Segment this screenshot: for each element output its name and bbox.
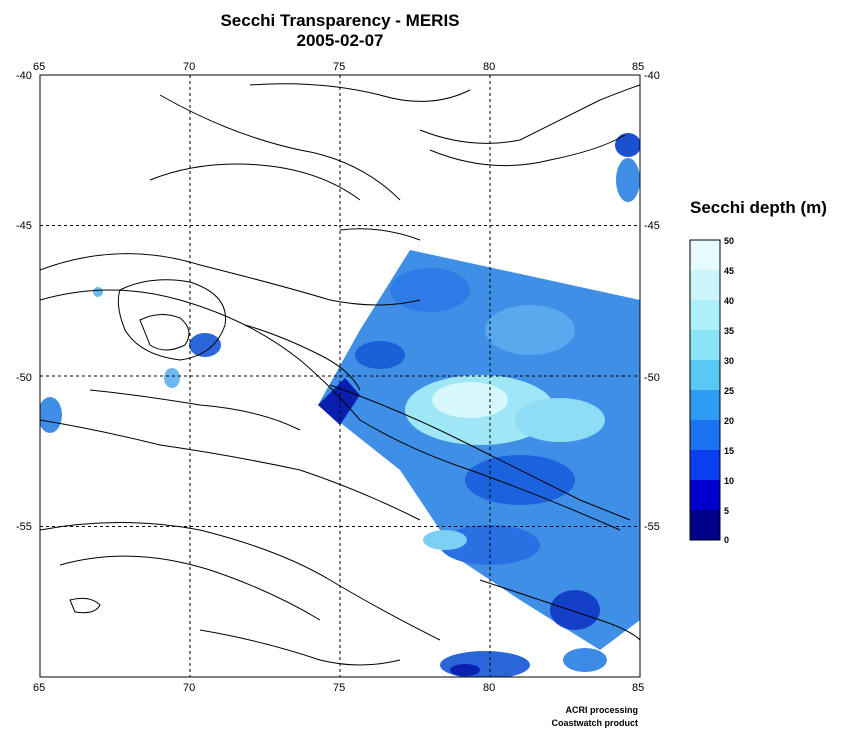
contour-line — [339, 228, 421, 241]
contour-line — [89, 389, 301, 431]
colorbar-frame — [689, 239, 721, 541]
swath-dark-patch — [465, 455, 575, 505]
colorbar-segment-0 — [690, 510, 720, 540]
contour-line — [329, 384, 631, 521]
swath-dark-edge — [318, 378, 360, 425]
swath-light-patch — [515, 398, 605, 442]
contour-line — [59, 555, 321, 621]
swath-light-core — [432, 382, 508, 418]
colorbar-tick-15: 15 — [724, 446, 735, 456]
swath-dark-patch — [615, 133, 640, 157]
contour-line — [429, 134, 626, 167]
contour-line — [40, 253, 421, 306]
colorbar-tick-35: 35 — [724, 326, 735, 336]
swath-dark-patch — [550, 590, 600, 630]
lat-tick-right-40: -40 — [644, 70, 660, 82]
contour-line — [149, 163, 361, 201]
colorbar-tick-10: 10 — [724, 476, 735, 486]
colorbar-tick-0: 0 — [724, 535, 730, 545]
colorbar-segment-6 — [690, 330, 720, 360]
lat-tick-left-45: -45 — [16, 220, 32, 232]
colorbar-segment-4 — [690, 390, 720, 420]
swath-mid-patch — [563, 648, 607, 672]
contour-line — [40, 419, 421, 521]
lon-tick-bottom-75: 75 — [333, 682, 346, 694]
colorbar-segment-8 — [690, 270, 720, 300]
lat-tick-left-50: -50 — [16, 372, 32, 384]
colorbar-tick-20: 20 — [724, 416, 735, 426]
lon-tick-bottom-70: 70 — [183, 682, 196, 694]
contour-line — [139, 314, 190, 351]
lat-tick-right-50: -50 — [644, 372, 660, 384]
contour-line — [159, 94, 401, 201]
swath-mid-patch — [40, 397, 62, 433]
swath-dark-patch — [450, 664, 480, 676]
colorbar-segment-9 — [690, 240, 720, 270]
colorbar-segment-2 — [690, 450, 720, 480]
colorbar-segment-1 — [690, 480, 720, 510]
contour-line — [419, 84, 640, 144]
map-title: Secchi Transparency - MERIS — [220, 11, 460, 30]
lon-tick-top-85: 85 — [632, 61, 645, 73]
contour-line — [117, 279, 227, 361]
colorbar-segment-5 — [690, 360, 720, 390]
lat-tick-left-55: -55 — [16, 521, 32, 533]
swath-light-patch — [164, 368, 180, 388]
colorbar-title: Secchi depth (m) — [690, 198, 827, 217]
colorbar-tick-5: 5 — [724, 506, 730, 516]
lon-tick-top-75: 75 — [333, 61, 346, 73]
colorbar-tick-25: 25 — [724, 386, 735, 396]
swath-light-patch — [93, 287, 103, 297]
swath-dark-patch — [355, 341, 405, 369]
contour-line — [199, 629, 401, 666]
colorbar-segment-7 — [690, 300, 720, 330]
credit-product: Coastwatch product — [551, 718, 638, 728]
contour-line — [244, 324, 361, 391]
lon-tick-top-80: 80 — [483, 61, 496, 73]
plot-frame — [39, 74, 641, 678]
map-date: 2005-02-07 — [296, 31, 384, 50]
lat-tick-left-40: -40 — [16, 70, 32, 82]
colorbar-segment-3 — [690, 420, 720, 450]
contour-line — [479, 579, 640, 641]
bathymetry-contours — [40, 83, 640, 666]
contour-line — [249, 83, 471, 102]
contour-line — [69, 597, 101, 614]
lon-tick-bottom-65: 65 — [33, 682, 46, 694]
credit-processing: ACRI processing — [565, 705, 638, 715]
lon-tick-top-70: 70 — [183, 61, 196, 73]
colorbar — [689, 239, 721, 541]
lon-tick-bottom-85: 85 — [632, 682, 645, 694]
lat-tick-right-55: -55 — [644, 521, 660, 533]
swath-light-patch — [423, 530, 467, 550]
swath-mid-patch — [189, 333, 221, 357]
swath-mid-patch — [616, 158, 640, 202]
contour-line — [40, 289, 621, 531]
colorbar-tick-50: 50 — [724, 236, 735, 246]
colorbar-tick-40: 40 — [724, 296, 735, 306]
lon-tick-bottom-80: 80 — [483, 682, 496, 694]
contour-line — [40, 522, 441, 641]
lon-tick-top-65: 65 — [33, 61, 46, 73]
swath-mid-patch — [440, 651, 530, 677]
swath-mid-patch — [485, 305, 575, 355]
colorbar-tick-45: 45 — [724, 266, 735, 276]
colorbar-tick-30: 30 — [724, 356, 735, 366]
lat-tick-right-45: -45 — [644, 220, 660, 232]
swath-mid-patch — [390, 268, 470, 312]
